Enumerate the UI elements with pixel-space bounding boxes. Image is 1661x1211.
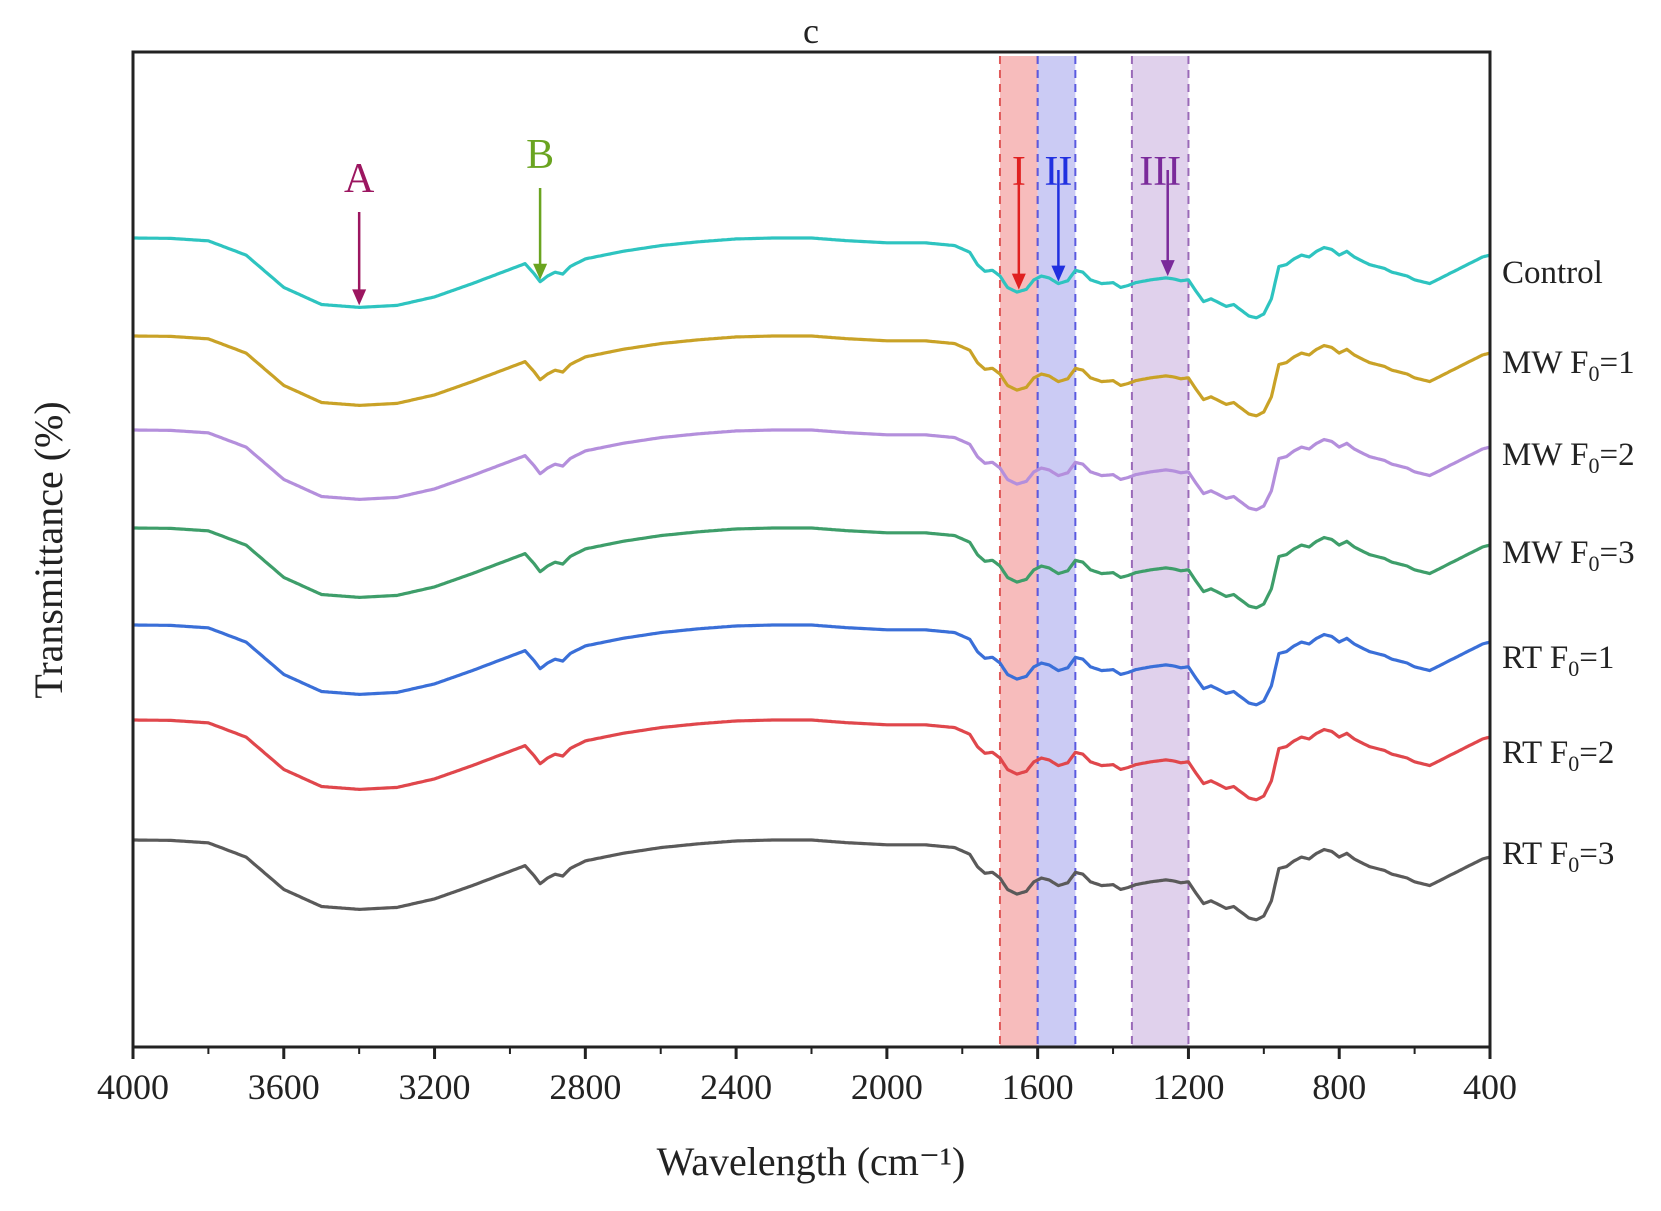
marker-label-b: B bbox=[526, 132, 554, 178]
series-line-3 bbox=[133, 428, 1491, 512]
marker-label-a: A bbox=[344, 156, 375, 202]
series-label-2: MW F0=1 bbox=[1502, 345, 1635, 386]
band-2 bbox=[1037, 56, 1076, 1047]
x-axis-ticks: 4000 3600 3200 2800 2400 2000 1600 1200 800 400 bbox=[97, 1047, 1517, 1107]
x-tick-label-3600: 3600 bbox=[248, 1067, 320, 1107]
series-label-1: Control bbox=[1502, 255, 1603, 291]
series-line-2 bbox=[133, 334, 1491, 418]
bands-layer bbox=[998, 56, 1190, 1047]
series-label-3: MW F0=2 bbox=[1502, 437, 1635, 478]
x-tick-label-3200: 3200 bbox=[399, 1067, 471, 1107]
series-line-6 bbox=[133, 718, 1491, 802]
series-line-1 bbox=[133, 236, 1491, 320]
x-tick-label-400: 400 bbox=[1463, 1067, 1517, 1107]
series-label-7: RT F0=3 bbox=[1502, 836, 1614, 877]
series-labels: Control MW F0=1 MW F0=2 MW F0=3 RT F0=1 RT F0… bbox=[1502, 255, 1635, 877]
series-label-6: RT F0=2 bbox=[1502, 735, 1614, 776]
series-line-5 bbox=[133, 623, 1491, 707]
marker-arrow-head-b bbox=[533, 263, 548, 280]
band-arrow-head-2 bbox=[1051, 265, 1066, 282]
band-3 bbox=[1131, 56, 1189, 1047]
panel-title: c bbox=[803, 11, 819, 51]
markers-layer: ABIIIIII bbox=[344, 132, 1181, 306]
x-tick-label-1600: 1600 bbox=[1002, 1067, 1074, 1107]
band-arrow-head-3 bbox=[1160, 260, 1175, 277]
curves-layer bbox=[133, 236, 1491, 922]
x-tick-label-2400: 2400 bbox=[700, 1067, 772, 1107]
plot-frame bbox=[131, 50, 1492, 1049]
x-tick-label-2800: 2800 bbox=[549, 1067, 621, 1107]
band-arrow-head-1 bbox=[1011, 273, 1026, 290]
marker-arrow-head-a bbox=[352, 289, 367, 306]
series-label-5: RT F0=1 bbox=[1502, 640, 1614, 681]
x-tick-label-800: 800 bbox=[1312, 1067, 1366, 1107]
x-tick-label-2000: 2000 bbox=[851, 1067, 923, 1107]
y-axis-title: Transmittance (%) bbox=[26, 401, 71, 698]
x-tick-label-1200: 1200 bbox=[1152, 1067, 1224, 1107]
x-tick-label-4000: 4000 bbox=[97, 1067, 169, 1107]
x-axis-title: Wavelength (cm⁻¹) bbox=[657, 1139, 966, 1184]
band-label-3: III bbox=[1139, 149, 1181, 195]
series-line-4 bbox=[133, 526, 1491, 610]
series-label-4: MW F0=3 bbox=[1502, 535, 1635, 576]
series-line-7 bbox=[133, 838, 1491, 922]
